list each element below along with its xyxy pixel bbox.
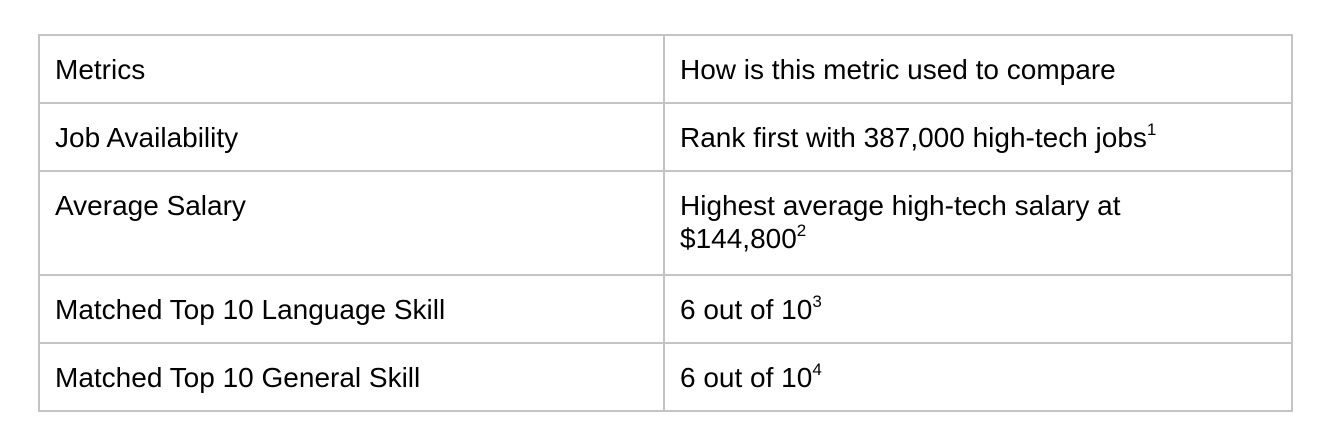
usage-cell: 6 out of 103 <box>663 274 1293 344</box>
table-row: Job Availability Rank first with 387,000… <box>38 102 1293 172</box>
table-row: Matched Top 10 Language Skill 6 out of 1… <box>38 274 1293 344</box>
usage-header-cell: How is this metric used to compare <box>663 34 1293 104</box>
metrics-header-cell: Metrics <box>38 34 665 104</box>
usage-text: 6 out of 10 <box>680 362 813 393</box>
usage-header-label: How is this metric used to compare <box>680 54 1116 85</box>
usage-text: $144,800 <box>680 223 797 254</box>
metric-cell: Average Salary <box>38 170 665 276</box>
usage-text: 6 out of 10 <box>680 294 813 325</box>
footnote-marker: 4 <box>812 359 822 379</box>
footnote-marker: 2 <box>796 220 807 240</box>
usage-cell: Highest average high-tech salary at $144… <box>663 170 1293 276</box>
footnote-marker: 3 <box>812 291 822 311</box>
usage-cell: 6 out of 104 <box>663 342 1293 412</box>
usage-text: Rank first with 387,000 high-tech jobs <box>680 122 1147 153</box>
metric-cell: Matched Top 10 General Skill <box>38 342 665 412</box>
metrics-header-label: Metrics <box>55 54 146 85</box>
table-row: Matched Top 10 General Skill 6 out of 10… <box>38 342 1293 412</box>
metric-label: Matched Top 10 General Skill <box>55 362 421 393</box>
table-header-row: Metrics How is this metric used to compa… <box>38 34 1293 104</box>
table-row: Average Salary Highest average high-tech… <box>38 170 1293 276</box>
metrics-table: Metrics How is this metric used to compa… <box>38 34 1293 412</box>
footnote-marker: 1 <box>1146 119 1157 139</box>
metric-cell: Job Availability <box>38 102 665 172</box>
metric-cell: Matched Top 10 Language Skill <box>38 274 665 344</box>
usage-text-line1: Highest average high-tech salary at <box>680 190 1121 221</box>
usage-cell: Rank first with 387,000 high-tech jobs1 <box>663 102 1293 172</box>
metric-label: Job Availability <box>55 122 239 153</box>
metric-label: Average Salary <box>55 190 246 221</box>
metric-label: Matched Top 10 Language Skill <box>55 294 446 325</box>
